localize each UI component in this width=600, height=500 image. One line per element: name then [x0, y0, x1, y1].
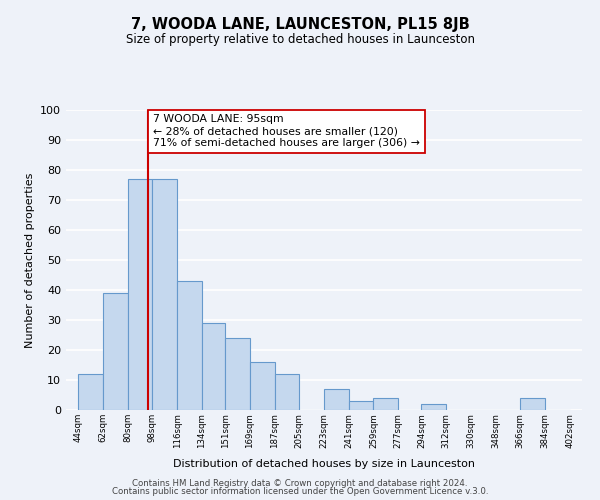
Text: 7, WOODA LANE, LAUNCESTON, PL15 8JB: 7, WOODA LANE, LAUNCESTON, PL15 8JB [131, 18, 469, 32]
Text: Size of property relative to detached houses in Launceston: Size of property relative to detached ho… [125, 32, 475, 46]
X-axis label: Distribution of detached houses by size in Launceston: Distribution of detached houses by size … [173, 459, 475, 469]
Bar [152, 179, 177, 410]
Bar [421, 404, 446, 410]
Bar [225, 338, 250, 410]
Bar [79, 374, 103, 410]
Text: 7 WOODA LANE: 95sqm
← 28% of detached houses are smaller (120)
71% of semi-detac: 7 WOODA LANE: 95sqm ← 28% of detached ho… [153, 114, 420, 148]
Bar [103, 293, 128, 410]
Bar [128, 179, 152, 410]
Bar [275, 374, 299, 410]
Bar [349, 401, 373, 410]
Y-axis label: Number of detached properties: Number of detached properties [25, 172, 35, 348]
Text: Contains HM Land Registry data © Crown copyright and database right 2024.: Contains HM Land Registry data © Crown c… [132, 478, 468, 488]
Bar [177, 281, 202, 410]
Bar [324, 389, 349, 410]
Bar [520, 398, 545, 410]
Bar [250, 362, 275, 410]
Bar [373, 398, 398, 410]
Bar [202, 323, 225, 410]
Text: Contains public sector information licensed under the Open Government Licence v.: Contains public sector information licen… [112, 487, 488, 496]
